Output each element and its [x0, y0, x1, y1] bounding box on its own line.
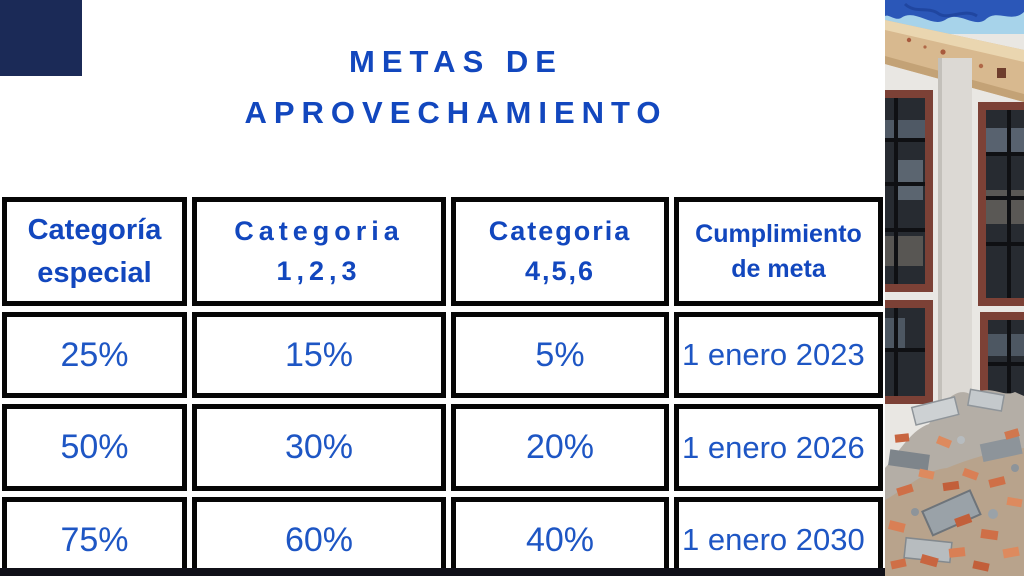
demolition-photo [885, 0, 1024, 576]
photo-window-lower-left [885, 300, 933, 404]
slide-title: METAS DE APROVECHAMIENTO [100, 36, 812, 138]
cell-r3-cat123: 60% [192, 497, 446, 576]
cell-r2-cat456: 20% [451, 404, 669, 491]
header-cumplimiento: Cumplimiento de meta [674, 197, 883, 306]
cell-r3-especial: 75% [2, 497, 187, 576]
cell-r1-especial: 25% [2, 312, 187, 398]
photo-window-upper-right [978, 102, 1024, 306]
bottom-accent-bar [0, 568, 886, 576]
header-categoria-456: Categoria 4,5,6 [451, 197, 669, 306]
cell-r1-fecha: 1 enero 2023 [674, 312, 883, 398]
header-categoria-123: Categoria 1,2,3 [192, 197, 446, 306]
cell-r1-cat123: 15% [192, 312, 446, 398]
title-line-1: METAS DE [349, 44, 563, 79]
photo-tarp [885, 0, 1024, 23]
cell-r3-cat456: 40% [451, 497, 669, 576]
cell-r2-cat123: 30% [192, 404, 446, 491]
cell-r2-especial: 50% [2, 404, 187, 491]
corner-accent-square [0, 0, 82, 76]
cell-r2-fecha: 1 enero 2026 [674, 404, 883, 491]
title-line-2: APROVECHAMIENTO [244, 95, 668, 130]
photo-pilaster [938, 58, 972, 448]
cell-r1-cat456: 5% [451, 312, 669, 398]
header-categoria-especial: Categoría especial [2, 197, 187, 306]
photo-window-upper-left [885, 90, 933, 292]
photo-rubble-pile [885, 388, 1024, 576]
cell-r3-fecha: 1 enero 2030 [674, 497, 883, 576]
goals-table: Categoría especial Categoria 1,2,3 Categ… [2, 197, 883, 576]
